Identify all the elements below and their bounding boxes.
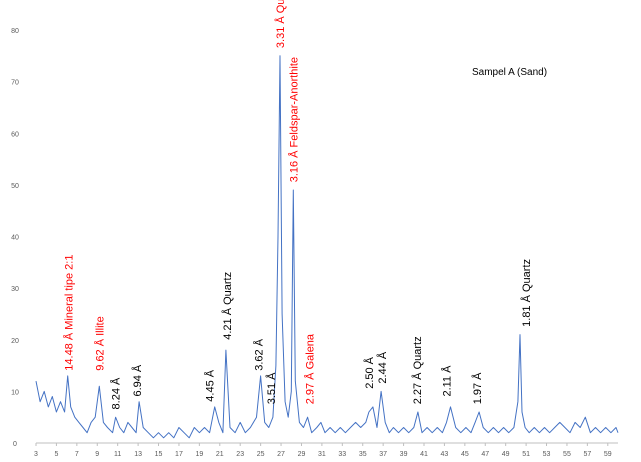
- peak-annotation: 3.51 Å: [265, 372, 278, 404]
- x-tick-label: 13: [134, 451, 142, 457]
- peak-annotation: 4.45 Å: [204, 369, 217, 401]
- x-tick-label: 55: [563, 451, 571, 457]
- y-tick-label: 80: [11, 28, 19, 35]
- y-tick-label: 20: [11, 338, 19, 345]
- x-tick-label: 33: [338, 451, 346, 457]
- x-tick-label: 47: [481, 451, 489, 457]
- x-tick-label: 35: [359, 451, 367, 457]
- peak-annotation: 2.44 Å: [376, 351, 389, 383]
- x-tick-label: 3: [34, 451, 38, 457]
- x-tick-label: 25: [257, 451, 265, 457]
- peak-annotation: 9.62 Å Illite: [93, 316, 106, 370]
- x-tick-label: 39: [400, 451, 408, 457]
- peak-annotation: 14.48 Å Mineral tipe 2:1: [63, 255, 76, 371]
- peak-annotation: 2.50 Å: [363, 356, 376, 388]
- x-tick-label: 31: [318, 451, 326, 457]
- peak-annotation: 2.97 Å Galena: [304, 333, 317, 404]
- y-tick-label: 70: [11, 80, 19, 87]
- x-tick-label: 59: [604, 451, 612, 457]
- x-tick-label: 57: [583, 451, 591, 457]
- peak-annotation: 3.16 Å Feldspar-Anorthite: [287, 57, 300, 182]
- x-tick-label: 17: [175, 451, 183, 457]
- x-tick-label: 11: [114, 451, 121, 457]
- x-tick-label: 7: [75, 451, 79, 457]
- annotations-group: 14.48 Å Mineral tipe 2:1 9.62 Å Illite 8.2…: [63, 0, 533, 409]
- x-tick-label: 51: [522, 451, 530, 457]
- peak-annotation: 8.24 Å: [110, 377, 123, 409]
- x-tick-label: 45: [461, 451, 469, 457]
- peak-annotation: 6.94 Å: [131, 364, 144, 396]
- x-tick-label: 15: [155, 451, 163, 457]
- y-tick-label: 40: [11, 235, 19, 242]
- y-tick-label: 60: [11, 131, 19, 138]
- x-tick-label: 23: [236, 451, 244, 457]
- series-group: [35, 55, 619, 439]
- xrd-series-line: [35, 55, 619, 439]
- x-tick-label: 37: [379, 451, 387, 457]
- inset-label: Sampel A (Sand): [472, 67, 547, 78]
- y-tick-label: 50: [11, 183, 19, 190]
- x-tick-label: 19: [195, 451, 203, 457]
- peak-annotation: 3.62 Å: [253, 338, 266, 370]
- x-tick-label: 49: [502, 451, 510, 457]
- peak-annotation: 2.27 Å Quartz: [411, 336, 424, 404]
- axes: 3 5 7 9 11 13 15 17 19 21 23 25 27 29 31 33 35 37 39 41 43 45…: [11, 28, 618, 458]
- peak-annotation: 2.11 Å: [440, 365, 453, 397]
- y-tick-label: 10: [11, 389, 19, 396]
- x-tick-label: 29: [298, 451, 306, 457]
- peak-annotation: 3.31 Å Quartz: [274, 0, 287, 48]
- x-tick-label: 9: [95, 451, 99, 457]
- x-tick-label: 43: [441, 451, 449, 457]
- x-tick-label: 5: [54, 451, 58, 457]
- x-tick-label: 27: [277, 451, 285, 457]
- peak-annotation: 1.97 Å: [471, 372, 484, 404]
- y-tick-label: 30: [11, 286, 19, 293]
- x-tick-label: 21: [216, 451, 224, 457]
- peak-annotation: 4.21 Å Quartz: [221, 272, 234, 340]
- x-tick-label: 41: [420, 451, 428, 457]
- y-tick-label: 0: [13, 441, 17, 448]
- peak-annotation: 1.81 Å Quartz: [520, 259, 533, 327]
- x-tick-label: 53: [543, 451, 551, 457]
